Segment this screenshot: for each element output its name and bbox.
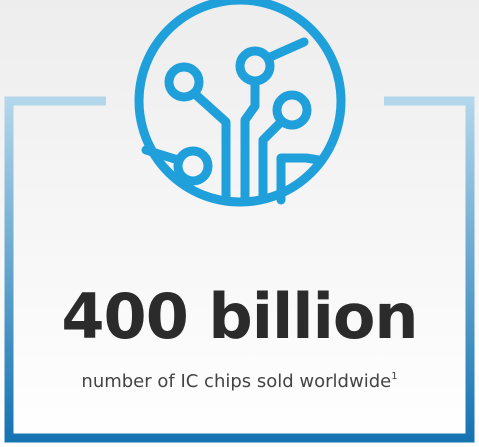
footnote-mark: 1 (391, 371, 398, 382)
stat-value: 400 billion (61, 280, 418, 353)
caption-text: number of IC chips sold worldwide (81, 371, 392, 392)
circuit-icon (134, 0, 346, 207)
frame (4, 96, 475, 443)
stat-caption: number of IC chips sold worldwide1 (0, 364, 479, 395)
